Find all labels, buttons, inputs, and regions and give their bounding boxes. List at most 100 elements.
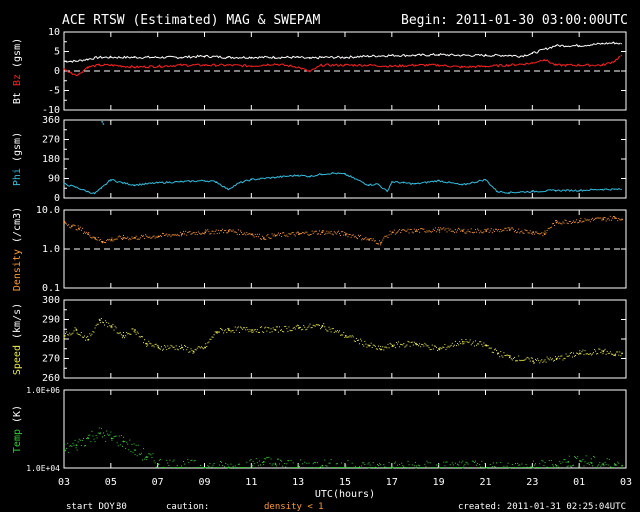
- data-point-temp: [391, 467, 394, 469]
- scatter-dot-speed: [166, 349, 168, 351]
- scatter-dot-speed: [209, 338, 211, 340]
- scatter-dot-density: [346, 233, 348, 235]
- scatter-dot-density: [381, 241, 383, 243]
- scatter-dot-density: [257, 236, 259, 238]
- data-point-density: [157, 235, 160, 238]
- scatter-dot-temp: [182, 467, 184, 468]
- scatter-dot-temp: [144, 458, 146, 460]
- scatter-dot-speed: [605, 353, 607, 355]
- scatter-dot-temp: [518, 464, 520, 466]
- data-point-density: [263, 237, 265, 239]
- scatter-dot-temp: [548, 459, 550, 461]
- scatter-dot-speed: [192, 352, 194, 354]
- scatter-dot-density: [360, 234, 362, 236]
- data-point-phi: [102, 123, 105, 125]
- scatter-dot-temp: [463, 465, 465, 467]
- scatter-dot-temp: [336, 463, 338, 465]
- scatter-dot-density: [353, 236, 355, 238]
- scatter-dot-temp: [209, 463, 211, 465]
- data-point-bz: [309, 71, 311, 73]
- data-point-temp: [157, 463, 160, 466]
- scatter-dot-temp: [424, 463, 426, 465]
- scatter-dot-density: [277, 232, 279, 234]
- scatter-dot-temp: [359, 466, 361, 468]
- data-point-speed: [321, 325, 324, 327]
- scatter-dot-density: [301, 233, 303, 235]
- scatter-dot-temp: [560, 462, 562, 464]
- scatter-dot-speed: [237, 326, 239, 328]
- scatter-dot-temp: [415, 465, 417, 467]
- data-point-bt: [484, 54, 487, 57]
- scatter-dot-speed: [598, 348, 600, 350]
- scatter-dot-density: [234, 231, 236, 233]
- scatter-dot-temp: [290, 460, 292, 462]
- data-point-bz: [391, 65, 393, 67]
- scatter-dot-speed: [582, 349, 584, 351]
- scatter-dot-density: [469, 231, 471, 233]
- scatter-dot-density: [320, 233, 322, 235]
- scatter-dot-density: [106, 240, 108, 242]
- scatter-dot-density: [205, 229, 207, 231]
- data-point-phi: [215, 181, 217, 183]
- scatter-dot-temp: [494, 466, 496, 468]
- scatter-dot-temp: [541, 459, 543, 461]
- scatter-dot-density: [123, 234, 125, 236]
- scatter-dot-density: [356, 238, 358, 240]
- scatter-dot-density: [305, 231, 307, 233]
- data-point-speed: [122, 335, 125, 337]
- scatter-dot-density: [326, 230, 328, 232]
- scatter-dot-temp: [79, 439, 81, 441]
- scatter-dot-speed: [170, 344, 172, 346]
- scatter-dot-speed: [519, 359, 521, 361]
- scatter-dot-density: [559, 222, 561, 224]
- data-point-bt: [274, 56, 276, 58]
- scatter-dot-speed: [380, 345, 382, 347]
- scatter-dot-temp: [339, 467, 341, 468]
- scatter-dot-density: [378, 243, 380, 245]
- scatter-dot-speed: [264, 327, 266, 329]
- data-point-bt: [203, 55, 206, 57]
- scatter-dot-temp: [360, 467, 362, 468]
- data-point-temp: [251, 464, 253, 467]
- scatter-dot-speed: [401, 343, 403, 345]
- scatter-dot-density: [267, 234, 269, 236]
- scatter-dot-speed: [445, 349, 447, 351]
- y-axis-label-density: Density (/cm3): [12, 207, 23, 291]
- scatter-dot-density: [540, 233, 542, 235]
- data-point-phi: [601, 188, 604, 190]
- scatter-dot-density: [273, 233, 275, 235]
- scatter-dot-speed: [121, 337, 123, 339]
- scatter-dot-temp: [479, 464, 481, 466]
- scatter-dot-speed: [233, 332, 235, 334]
- scatter-dot-temp: [529, 466, 531, 468]
- scatter-dot-speed: [567, 355, 569, 357]
- scatter-dot-density: [527, 232, 529, 234]
- scatter-dot-temp: [513, 467, 515, 468]
- scatter-dot-temp: [574, 456, 576, 458]
- scatter-dot-density: [595, 217, 597, 219]
- scatter-dot-temp: [585, 455, 587, 457]
- scatter-dot-speed: [261, 326, 263, 328]
- scatter-dot-density: [371, 239, 373, 241]
- scatter-dot-density: [571, 222, 573, 224]
- scatter-dot-temp: [218, 464, 220, 466]
- scatter-dot-density: [288, 233, 290, 235]
- scatter-dot-temp: [532, 460, 534, 462]
- scatter-dot-speed: [384, 346, 386, 348]
- scatter-dot-speed: [616, 351, 618, 353]
- scatter-dot-density: [390, 233, 392, 235]
- scatter-dot-temp: [304, 461, 306, 463]
- scatter-dot-density: [172, 234, 174, 236]
- data-point-temp: [415, 467, 417, 469]
- scatter-dot-speed: [492, 352, 494, 354]
- scatter-dot-temp: [73, 444, 75, 446]
- scatter-dot-density: [415, 229, 417, 231]
- scatter-dot-temp: [564, 459, 566, 461]
- scatter-dot-density: [74, 225, 76, 227]
- scatter-dot-speed: [291, 330, 293, 332]
- scatter-dot-density: [608, 219, 610, 221]
- scatter-dot-density: [430, 231, 432, 233]
- scatter-dot-speed: [441, 348, 443, 350]
- scatter-dot-speed: [443, 346, 445, 348]
- scatter-dot-speed: [415, 344, 417, 346]
